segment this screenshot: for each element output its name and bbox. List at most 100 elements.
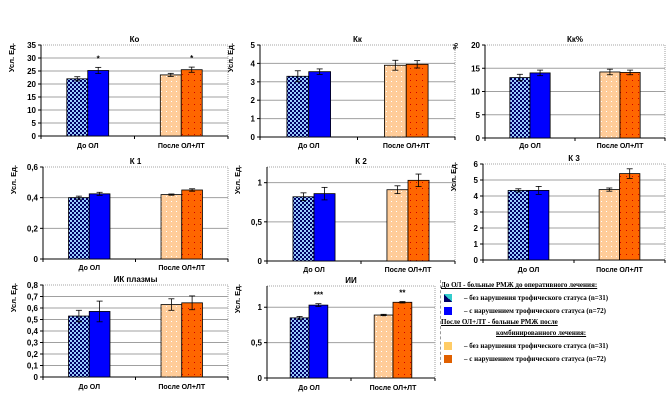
y-tick-label: 1 xyxy=(474,240,479,249)
y-tick-label: 20 xyxy=(27,80,36,89)
chart-2: 0 1 2 3 4 5 Кк Усл. Ед. До ОЛ После ОЛ+ЛТ xyxy=(226,35,456,150)
y-tick-label: 0 xyxy=(476,134,481,143)
bar xyxy=(181,302,203,378)
y-tick-label: 25 xyxy=(27,67,36,76)
y-tick-label: 1 xyxy=(251,115,256,124)
bar xyxy=(405,63,429,138)
chart-4: 0 0,2 0,4 0,6 К 1 Усл. Ед. До ОЛ После ОЛ+ЛТ xyxy=(9,157,229,272)
checker-swatch-icon xyxy=(444,293,452,302)
bar xyxy=(509,77,531,139)
bar xyxy=(181,189,203,260)
category-label: До ОЛ xyxy=(303,267,325,274)
y-tick-label: 5 xyxy=(476,111,481,120)
y-tick-label: 0 xyxy=(32,132,37,141)
legend-item-after-1: – без нарушения трофического статуса (n=… xyxy=(441,339,671,352)
y-tick-label: 0,5 xyxy=(251,339,263,348)
category-label: После ОЛ+ЛТ xyxy=(385,267,432,274)
y-axis-label: Усл. Ед. xyxy=(9,165,18,194)
y-tick-label: 0,8 xyxy=(27,281,39,290)
y-tick-label: 10 xyxy=(471,88,480,97)
y-tick-label: 5 xyxy=(251,41,256,50)
y-tick-label: 4 xyxy=(474,192,479,201)
bar xyxy=(308,71,331,138)
y-axis-label: Усл. Ед. xyxy=(7,43,16,72)
bar xyxy=(68,197,90,260)
category-label: После ОЛ+ЛТ xyxy=(370,385,417,392)
peach-swatch-icon xyxy=(444,341,452,350)
y-tick-label: 0,4 xyxy=(27,194,39,203)
category-label: До ОЛ xyxy=(79,384,101,391)
bar xyxy=(160,304,183,378)
y-tick-label: 0,7 xyxy=(27,293,39,302)
category-label: После ОЛ+ЛТ xyxy=(383,143,430,150)
chart-title: Кк% xyxy=(567,35,583,44)
y-tick-label: 0,2 xyxy=(27,350,39,359)
y-tick-label: 15 xyxy=(471,64,480,73)
bar xyxy=(66,78,89,137)
y-tick-label: 0,6 xyxy=(27,163,39,172)
category-label: После ОЛ+ЛТ xyxy=(596,267,643,274)
y-tick-label: 3 xyxy=(474,208,479,217)
y-tick-label: 3 xyxy=(251,78,256,87)
y-axis-label: Усл. Ед. xyxy=(226,43,235,72)
y-tick-label: 20 xyxy=(471,41,480,50)
bar xyxy=(507,189,529,261)
bar xyxy=(68,315,90,378)
bar xyxy=(87,70,110,137)
category-label: До ОЛ xyxy=(298,143,320,150)
bar xyxy=(528,189,550,261)
y-tick-label: 5 xyxy=(32,119,37,128)
bar xyxy=(308,304,329,379)
y-tick-label: 15 xyxy=(27,93,36,102)
bar xyxy=(292,196,315,262)
legend: До ОЛ - больные РМЖ до оперативного лече… xyxy=(440,280,671,365)
y-axis-label: Усл. Ед. xyxy=(449,162,458,191)
legend-after-heading: После ОЛ+ЛТ - больные РМЖ после xyxy=(441,318,558,326)
y-tick-label: 0,5 xyxy=(27,316,39,325)
chart-title: Кк xyxy=(353,35,363,44)
significance-mark: ** xyxy=(399,289,406,298)
bar xyxy=(313,193,336,262)
y-axis-label: Усл. Ед. xyxy=(233,284,242,313)
y-axis-label: Усл. Ед. xyxy=(9,283,18,312)
blue-swatch-icon xyxy=(444,306,452,315)
chart-title: ИК плазмы xyxy=(114,275,158,284)
y-tick-label: 0 xyxy=(34,373,39,382)
chart-title: Ко xyxy=(130,35,140,44)
legend-item-before-2: – с нарушением трофического статуса (n=7… xyxy=(441,304,671,317)
legend-item-after-2: – с нарушением трофического статуса (n=7… xyxy=(441,352,671,365)
category-label: До ОЛ xyxy=(298,385,320,392)
y-tick-label: 0 xyxy=(258,374,263,383)
bar xyxy=(599,71,621,139)
y-tick-label: 1 xyxy=(258,179,263,188)
chart-8: 0 0,5 1 ИИ Усл. Ед. До ОЛ *** После ОЛ+ЛТ ** xyxy=(233,276,436,392)
bar xyxy=(392,301,413,379)
y-axis-label: Усл. Ед. xyxy=(233,165,242,194)
y-tick-label: 5 xyxy=(474,176,479,185)
chart-title: К 3 xyxy=(568,154,580,163)
y-tick-label: 0 xyxy=(251,133,256,142)
category-label: До ОЛ xyxy=(519,143,541,150)
legend-label: – с нарушением трофического статуса (n=7… xyxy=(464,354,606,363)
legend-label: – без нарушения трофического статуса (n=… xyxy=(464,293,609,302)
bar xyxy=(407,179,430,262)
y-tick-label: 0,1 xyxy=(27,362,39,371)
chart-7: 0 0,1 0,2 0,3 0,4 0,5 0,6 0,7 0,8 ИК плазмы Усл. Е… xyxy=(9,275,229,391)
legend-label: – с нарушением трофического статуса (n=7… xyxy=(464,306,606,315)
y-tick-label: 1 xyxy=(258,303,263,312)
y-tick-label: 4 xyxy=(251,59,256,68)
y-tick-label: 0 xyxy=(474,256,479,265)
orange-swatch-icon xyxy=(444,354,452,363)
bar xyxy=(386,189,409,262)
chart-1: 0 5 10 15 20 25 30 35 Ко Усл. Ед. До ОЛ * После ОЛ+Л… xyxy=(7,35,229,150)
y-tick-label: 0,6 xyxy=(27,304,39,313)
category-label: После ОЛ+ЛТ xyxy=(158,384,205,391)
y-tick-label: 35 xyxy=(27,41,36,50)
bar xyxy=(180,69,203,137)
legend-after-heading-2: комбинированного лечения: xyxy=(496,329,587,337)
bar xyxy=(160,194,183,260)
category-label: После ОЛ+ЛТ xyxy=(597,143,644,150)
category-label: После ОЛ+ЛТ xyxy=(158,143,205,150)
bar xyxy=(529,72,551,139)
y-tick-label: 0,4 xyxy=(27,327,39,336)
